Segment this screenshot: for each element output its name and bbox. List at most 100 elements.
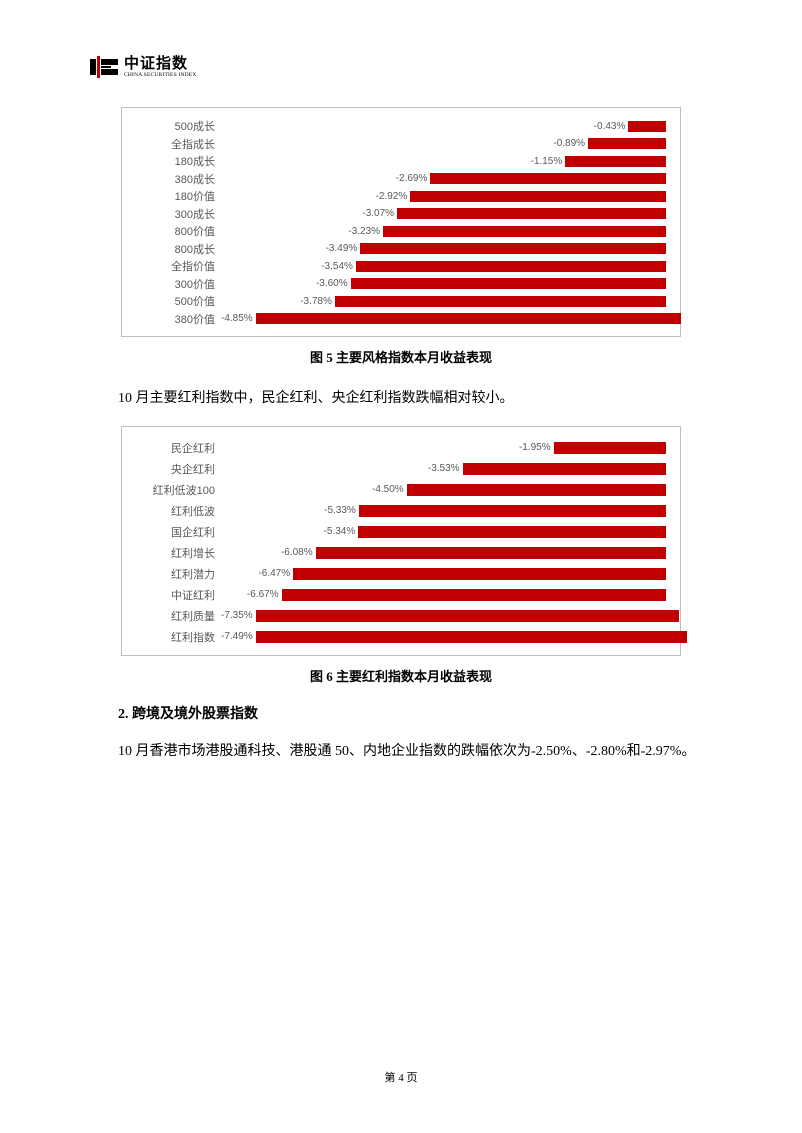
chart-row: 红利指数-7.49% [136, 626, 666, 647]
bar-value-label: -3.60% [316, 278, 351, 289]
bar-area: -6.08% [221, 542, 666, 563]
bar [335, 296, 666, 307]
bar-area: -3.78% [221, 293, 666, 311]
chart-row: 全指价值 -3.54% [136, 258, 666, 276]
bar-value-label: -0.89% [553, 138, 588, 149]
bar [360, 243, 666, 254]
chart-row: 红利质量-7.35% [136, 605, 666, 626]
bar-value-label: -7.49% [221, 631, 256, 642]
bar-area: -0.43% [221, 118, 666, 136]
bar-area: -3.07% [221, 205, 666, 223]
bar-value-label: -3.78% [300, 296, 335, 307]
bar-value-label: -0.43% [594, 121, 629, 132]
y-axis-label: 红利质量 [136, 608, 221, 624]
bar-value-label: -3.07% [362, 208, 397, 219]
bar [256, 631, 688, 643]
bar [256, 313, 681, 324]
bar-value-label: -6.67% [247, 589, 282, 600]
bar [358, 526, 666, 538]
y-axis-label: 500价值 [136, 293, 221, 309]
bar-area: -2.92% [221, 188, 666, 206]
bar-value-label: -3.53% [428, 463, 463, 474]
bar-area: -7.35% [221, 605, 679, 626]
chart-row: 红利潜力-6.47% [136, 563, 666, 584]
bar [383, 226, 666, 237]
chart-1-caption: 图 5 主要风格指数本月收益表现 [90, 347, 712, 366]
bar [430, 173, 666, 184]
chart-row: 红利低波100-4.50% [136, 479, 666, 500]
bar-value-label: -6.47% [258, 568, 293, 579]
chart-row: 180价值 -2.92% [136, 188, 666, 206]
bar [554, 442, 666, 454]
y-axis-label: 180价值 [136, 188, 221, 204]
chart-row: 红利低波-5.33% [136, 500, 666, 521]
bar [359, 505, 666, 517]
y-axis-label: 民企红利 [136, 440, 221, 456]
bar [282, 589, 666, 601]
chart-2-caption: 图 6 主要红利指数本月收益表现 [90, 666, 712, 685]
bar [628, 121, 666, 132]
chart-row: 800价值-3.23% [136, 223, 666, 241]
bar [293, 568, 666, 580]
bar [356, 261, 666, 272]
bar-value-label: -4.85% [221, 313, 256, 324]
bar-value-label: -1.15% [531, 156, 566, 167]
logo: 中证指数 CHINA SECURITIES INDEX [90, 56, 712, 79]
chart-row: 380成长-2.69% [136, 170, 666, 188]
y-axis-label: 全指价值 [136, 258, 221, 274]
bar-area: -3.23% [221, 223, 666, 241]
y-axis-label: 国企红利 [136, 524, 221, 540]
bar-value-label: -6.08% [281, 547, 316, 558]
chart-row: 国企红利 -5.34% [136, 521, 666, 542]
chart-row: 180成长-1.15% [136, 153, 666, 171]
y-axis-label: 央企红利 [136, 461, 221, 477]
bar-area: -6.47% [221, 563, 666, 584]
y-axis-label: 500成长 [136, 118, 221, 134]
bar [407, 484, 666, 496]
dividend-index-chart: 民企红利-1.95%央企红利-3.53%红利低波100-4.50%红利低波-5.… [121, 426, 681, 656]
bar-area: -6.67% [221, 584, 666, 605]
bar-area: -5.33% [221, 500, 666, 521]
chart-row: 800成长-3.49% [136, 240, 666, 258]
bar [565, 156, 666, 167]
bar [316, 547, 666, 559]
bar-value-label: -5.34% [324, 526, 359, 537]
y-axis-label: 红利低波 [136, 503, 221, 519]
bar-value-label: -2.92% [376, 191, 411, 202]
bar-area: -4.85% [221, 310, 681, 328]
y-axis-label: 300成长 [136, 206, 221, 222]
bar-value-label: -7.35% [221, 610, 256, 621]
bar-area: -1.15% [221, 153, 666, 171]
bar-value-label: -3.49% [326, 243, 361, 254]
logo-mark-icon [90, 56, 118, 78]
y-axis-label: 红利增长 [136, 545, 221, 561]
page-footer: 第 4 页 [0, 1069, 802, 1085]
chart-row: 500价值 -3.78% [136, 293, 666, 311]
page: 中证指数 CHINA SECURITIES INDEX 500成长 -0.43% 全… [0, 0, 802, 1133]
chart-row: 央企红利 -3.53% [136, 458, 666, 479]
bar-area: -2.69% [221, 170, 666, 188]
chart-1-container: 500成长 -0.43% 全指成长-0.89%180成长-1.15%380成长-2.… [90, 107, 712, 366]
bar-area: -3.53% [221, 458, 666, 479]
y-axis-label: 中证红利 [136, 587, 221, 603]
paragraph-2: 10 月香港市场港股通科技、港股通 50、内地企业指数的跌幅依次为-2.50%、… [90, 737, 712, 768]
paragraph-1: 10 月主要红利指数中，民企红利、央企红利指数跌幅相对较小。 [90, 384, 712, 415]
bar-area: -3.60% [221, 275, 666, 293]
bar-value-label: -3.54% [321, 261, 356, 272]
bar [351, 278, 666, 289]
bar-area: -3.49% [221, 240, 666, 258]
bar-area: -5.34% [221, 521, 666, 542]
y-axis-label: 380价值 [136, 311, 221, 327]
bar [410, 191, 666, 202]
bar-area: -0.89% [221, 135, 666, 153]
bar-area: -1.95% [221, 437, 666, 458]
chart-row: 全指成长-0.89% [136, 135, 666, 153]
chart-2-container: 民企红利-1.95%央企红利-3.53%红利低波100-4.50%红利低波-5.… [90, 426, 712, 685]
bar-value-label: -1.95% [519, 442, 554, 453]
y-axis-label: 300价值 [136, 276, 221, 292]
y-axis-label: 800价值 [136, 223, 221, 239]
chart-row: 300价值 -3.60% [136, 275, 666, 293]
chart-row: 380价值-4.85% [136, 310, 666, 328]
section-heading: 2. 跨境及境外股票指数 [90, 703, 712, 723]
bar-area: -4.50% [221, 479, 666, 500]
